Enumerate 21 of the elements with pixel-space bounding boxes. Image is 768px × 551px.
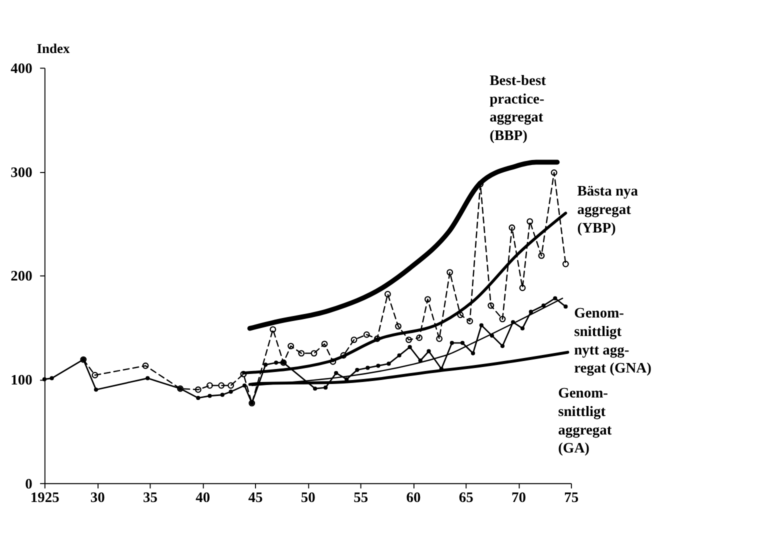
y-axis-title: Index xyxy=(36,41,70,56)
text: Genom- snittligt aggregat (GA) xyxy=(558,386,612,457)
y-tick-label: 200 xyxy=(10,268,32,285)
x-tick-label: 35 xyxy=(142,490,158,506)
series-label: Bästa nya aggregat (YBP) xyxy=(577,184,639,236)
x-tick-label: 30 xyxy=(90,490,105,506)
series-label: Best-best practice- aggregat (BBP) xyxy=(490,72,546,144)
series-label: Genom- snittligt nytt agg- regat (GNA) xyxy=(574,306,652,377)
x-tick-label: 70 xyxy=(512,490,526,506)
x-tick-label: 60 xyxy=(406,490,421,506)
y-tick-label: 300 xyxy=(10,164,32,181)
x-tick-label: 1925 xyxy=(30,490,60,506)
x-tick-label: 55 xyxy=(354,490,368,506)
x-tick-label: 65 xyxy=(458,490,474,506)
x-tick-label: 50 xyxy=(300,490,316,506)
x-tick-label: 45 xyxy=(248,490,263,506)
x-tick-label: 75 xyxy=(564,490,579,506)
y-tick-label: 400 xyxy=(10,61,32,78)
x-tick-label: 40 xyxy=(196,490,210,506)
y-tick-label: 0 xyxy=(25,476,32,492)
y-tick-label: 100 xyxy=(10,372,32,389)
